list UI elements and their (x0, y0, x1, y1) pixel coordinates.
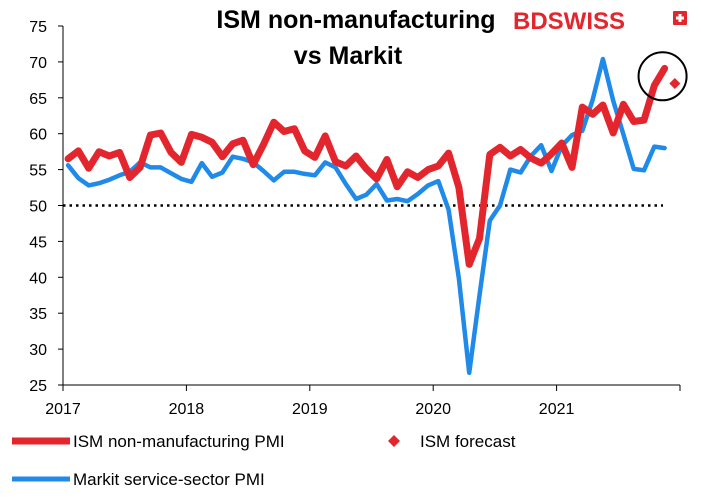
y-tick-label: 75 (29, 19, 47, 36)
chart-title-line-1: ISM non-manufacturing (216, 6, 495, 34)
swiss-cross-horizontal (676, 16, 684, 20)
y-tick-label: 45 (29, 234, 47, 251)
x-tick-label: 2021 (539, 401, 575, 418)
legend: ISM non-manufacturing PMI ISM forecast M… (12, 432, 516, 489)
x-tick-label: 2020 (415, 401, 451, 418)
plot-area: 25 30 35 40 45 50 55 60 65 70 75 2017 2018 2019 2020 20… (29, 19, 688, 418)
series-line-ism-pmi (64, 64, 669, 268)
legend-label-ism-pmi: ISM non-manufacturing PMI (73, 432, 285, 451)
annotation-circle (637, 51, 688, 102)
y-tick-label: 60 (29, 127, 47, 144)
series-line-markit-pmi (65, 56, 667, 376)
legend-label-markit-pmi: Markit service-sector PMI (73, 470, 265, 489)
legend-label-ism-forecast: ISM forecast (420, 432, 516, 451)
y-tick-label: 50 (29, 199, 47, 216)
brand-logo-text-part1: BD (513, 8, 548, 35)
y-tick-label: 70 (29, 55, 47, 72)
y-tick-label: 35 (29, 306, 47, 323)
brand-logo-text-part2: SWISS (548, 8, 625, 35)
x-tick-label: 2019 (292, 401, 328, 418)
brand-logo: BDSWISS (513, 8, 687, 35)
y-tick-label: 65 (29, 91, 47, 108)
chart-title-line-2: vs Markit (294, 42, 403, 70)
x-tick-label: 2017 (45, 401, 81, 418)
legend-marker-ism-forecast (388, 435, 400, 447)
ism-forecast-marker (669, 77, 681, 89)
x-tick-label: 2018 (169, 401, 205, 418)
y-tick-label: 40 (29, 270, 47, 287)
brand-logo-text: BDSWISS (513, 8, 625, 35)
y-tick-label: 55 (29, 163, 47, 180)
y-tick-label: 30 (29, 342, 47, 359)
y-tick-label: 25 (29, 378, 47, 395)
